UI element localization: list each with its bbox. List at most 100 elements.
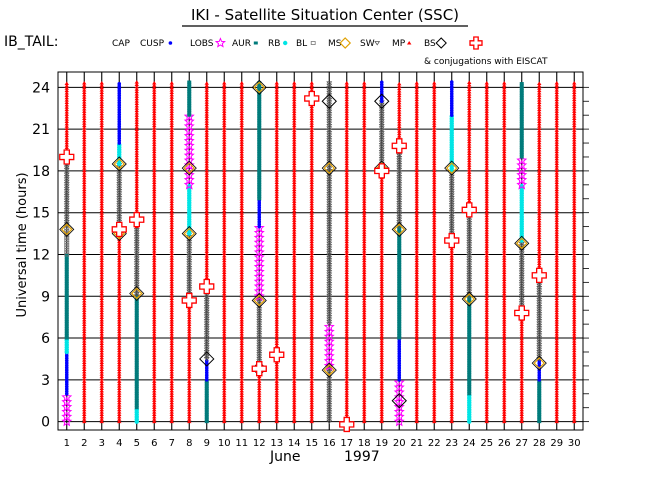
data-point-mp [379, 265, 384, 270]
data-point-mp [309, 118, 314, 123]
data-point-mp [292, 234, 297, 239]
data-point-mp [82, 123, 87, 128]
data-point-mp [222, 317, 227, 322]
data-point-mp [484, 313, 489, 317]
data-point-mp [152, 296, 157, 301]
data-point-aur [134, 370, 139, 374]
data-point-mp [449, 350, 454, 355]
data-point-mp [152, 249, 157, 253]
data-point-sw [186, 249, 193, 254]
data-point-mp [554, 189, 559, 194]
data-point-mp [292, 279, 297, 284]
data-point-mp [274, 88, 279, 92]
data-point-mp [432, 180, 437, 184]
data-point-mp [309, 175, 314, 180]
data-point-mp [432, 237, 437, 241]
data-point-sw [466, 284, 473, 290]
data-point-aur [467, 316, 472, 320]
data-point-sw [448, 177, 455, 182]
data-point-mp [152, 234, 157, 239]
data-point-mp [82, 85, 87, 90]
data-point-sw [256, 349, 263, 355]
data-point-mp [82, 114, 87, 118]
data-point-mp [502, 187, 507, 192]
data-point-sw [203, 349, 210, 355]
data-point-mp [397, 119, 402, 124]
data-point-mp [152, 303, 157, 308]
data-point-mp [484, 206, 489, 211]
data-point-aur [397, 244, 402, 248]
data-point-mp [502, 99, 507, 104]
data-point-mp [362, 313, 367, 317]
data-point-aur [537, 384, 542, 388]
data-point-mp [152, 369, 157, 374]
data-point-mp [309, 234, 314, 239]
data-point-mp [152, 348, 157, 353]
data-point-mp [82, 348, 87, 353]
data-point-lobs [393, 401, 405, 412]
data-point-mp [554, 329, 559, 334]
data-point-mp [484, 391, 489, 395]
data-point-sw [116, 172, 123, 177]
data-point-sw [203, 347, 210, 353]
data-point-sw [326, 286, 333, 292]
data-point-mp [379, 327, 384, 331]
data-point-sw [326, 83, 333, 89]
data-point-mp [82, 374, 87, 379]
data-point-mp [414, 201, 419, 206]
data-point-sw [536, 283, 543, 289]
data-point-sw [256, 309, 263, 314]
data-point-sw [326, 267, 333, 273]
data-point-mp [169, 83, 174, 87]
data-point-mp [344, 154, 349, 158]
data-point-aur [467, 382, 472, 386]
data-point-mp [449, 334, 454, 338]
data-point-mp [204, 237, 209, 242]
x-tick-label: 14 [288, 438, 301, 449]
data-point-mp [292, 81, 297, 85]
data-point-mp [362, 374, 367, 379]
eiscat-marker [461, 202, 477, 218]
data-point-mp [239, 327, 244, 331]
data-point-sw [326, 396, 333, 401]
data-point-mp [432, 329, 437, 334]
data-point-mp [152, 215, 157, 220]
data-point-mp [82, 142, 87, 147]
data-point-aur [64, 263, 69, 267]
data-point-mp [362, 329, 367, 334]
data-point-mp [502, 154, 507, 158]
eiscat-marker [111, 221, 127, 238]
data-point-mp [379, 346, 384, 350]
data-point-mp [309, 232, 314, 237]
data-point-mp [344, 159, 349, 163]
data-point-mp [554, 308, 559, 312]
data-point-mp [432, 296, 437, 301]
data-point-mp [554, 173, 559, 177]
data-point-mp [222, 142, 227, 147]
data-point-mp [519, 324, 524, 329]
ms-marker [129, 285, 145, 302]
data-point-mp [362, 192, 367, 196]
data-point-mp [222, 282, 227, 286]
data-point-mp [152, 327, 157, 331]
data-point-aur [537, 394, 542, 398]
data-point-mp [572, 114, 577, 118]
data-point-mp [222, 220, 227, 225]
data-point-mp [169, 197, 174, 201]
data-point-mp [292, 315, 297, 319]
legend-label-cap: CAP [112, 39, 130, 49]
data-point-mp [99, 144, 104, 149]
data-point-mp [82, 187, 87, 192]
data-point-sw [536, 312, 543, 317]
data-point-mp [554, 249, 559, 253]
data-point-mp [467, 158, 472, 163]
data-point-aur [187, 87, 192, 91]
data-point-mp [204, 161, 209, 166]
data-point-mp [362, 199, 367, 203]
data-point-mp [414, 298, 419, 303]
data-point-mp [99, 237, 104, 241]
data-point-mp [362, 350, 367, 355]
data-point-mp [502, 149, 507, 154]
data-point-mp [169, 279, 174, 284]
data-point-mp [64, 133, 69, 138]
